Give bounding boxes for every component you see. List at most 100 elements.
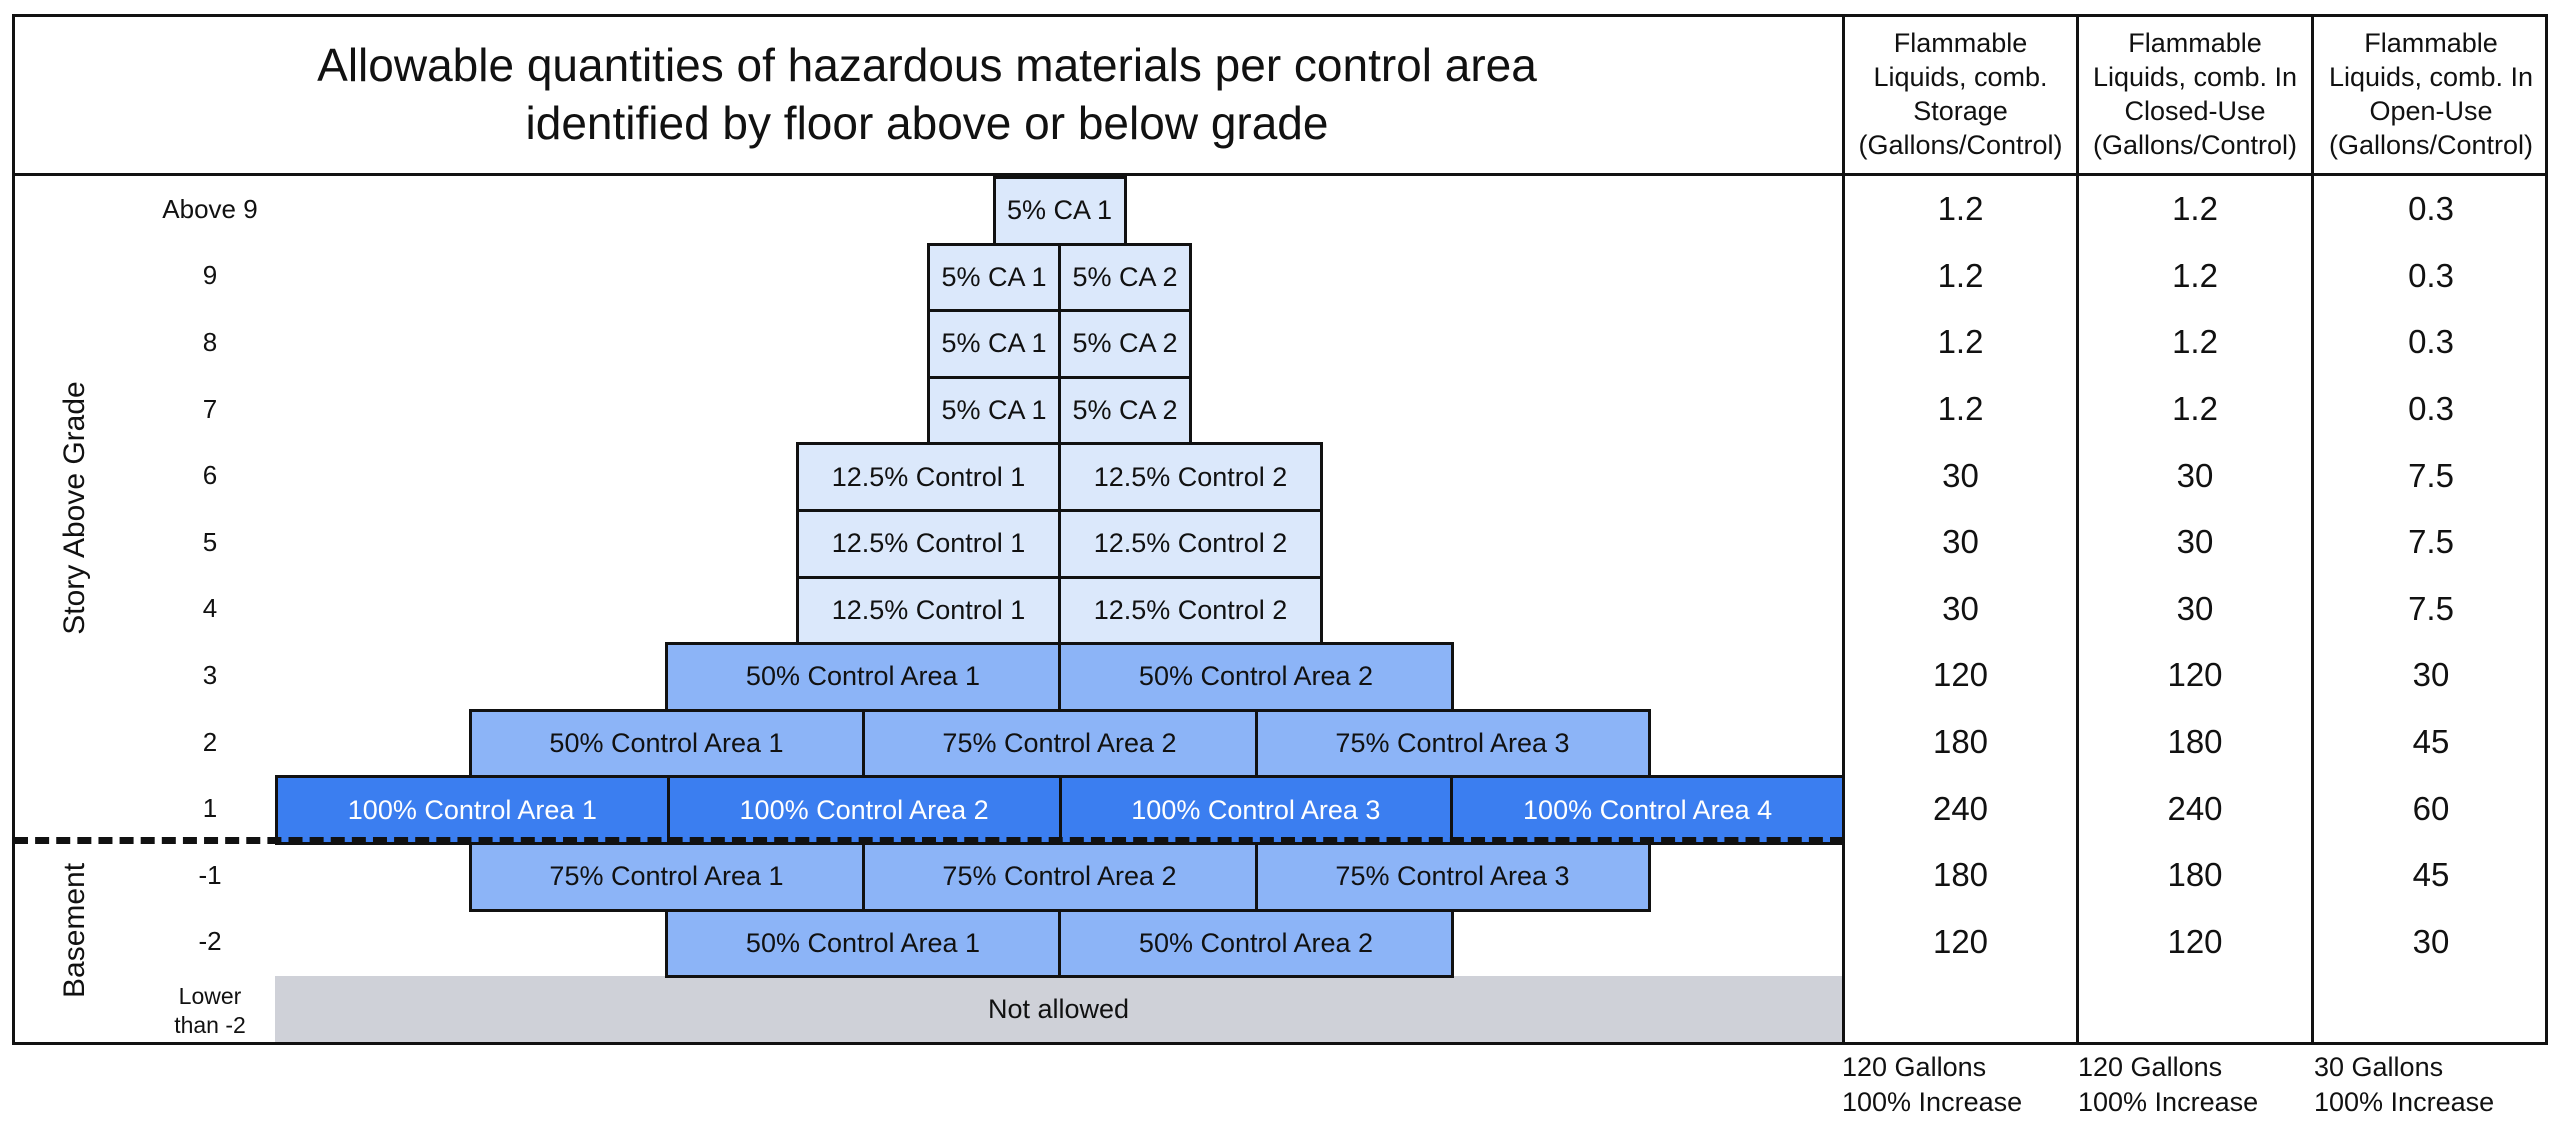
control-area-label: 100% Control Area 2 <box>739 794 989 825</box>
control-area-cell: 100% Control Area 3 <box>1058 775 1454 845</box>
column-header-line: Liquids, comb. <box>1873 62 2048 92</box>
quantity-value: 45 <box>2412 856 2450 894</box>
control-area-label: 12.5% Control 1 <box>831 461 1026 492</box>
quantity-value: 1.2 <box>1937 390 1984 428</box>
control-area-cell: 50% Control Area 1 <box>665 642 1061 712</box>
footnote-line: 30 Gallons <box>2314 1052 2444 1082</box>
footnote-closed-use: 120 Gallons 100% Increase <box>2078 1050 2258 1120</box>
control-area-cell: 5% CA 1 <box>992 176 1127 246</box>
control-area-label: 100% Control Area 3 <box>1131 794 1381 825</box>
column-divider <box>2311 14 2314 1045</box>
not-allowed-cell: Not allowed <box>275 976 1842 1042</box>
control-area-cell: 5% CA 1 <box>927 309 1061 379</box>
control-area-cell: 50% Control Area 2 <box>1058 908 1454 979</box>
control-area-label: 75% Control Area 2 <box>942 728 1177 759</box>
control-area-label: 100% Control Area 4 <box>1523 794 1773 825</box>
footnote-line: 100% Increase <box>2078 1087 2259 1117</box>
quantity-value: 7.5 <box>2408 523 2454 561</box>
column-header-line: Closed-Use <box>2124 96 2266 126</box>
control-area-label: 50% Control Area 1 <box>745 927 981 958</box>
control-area-label: 5% CA 1 <box>941 261 1047 292</box>
quantity-value: 45 <box>2412 723 2450 761</box>
basement-label: Basement <box>58 862 91 998</box>
control-area-cell: 12.5% Control 2 <box>1058 442 1323 512</box>
floor-label: 7 <box>202 393 218 424</box>
control-area-cell: 75% Control Area 2 <box>861 708 1258 779</box>
control-area-label: 5% CA 1 <box>941 328 1047 359</box>
floor-label: 2 <box>202 726 218 757</box>
column-header-line: Liquids, comb. In <box>2328 62 2534 92</box>
control-area-label: 50% Control Area 1 <box>549 728 784 759</box>
quantity-value: 60 <box>2412 789 2450 827</box>
control-area-cell: 100% Control Area 4 <box>1450 775 1845 845</box>
quantity-value: 30 <box>2412 922 2450 960</box>
control-area-cell: 75% Control Area 1 <box>468 842 865 912</box>
column-header-line: (Gallons/Control) <box>2328 130 2534 160</box>
control-area-cell: 12.5% Control 1 <box>796 575 1061 646</box>
grade-divider-line <box>14 837 1844 844</box>
control-area-label: 75% Control Area 2 <box>942 861 1177 892</box>
control-area-cell: 5% CA 2 <box>1058 309 1192 379</box>
quantity-value: 120 <box>1932 922 1989 960</box>
quantity-value: 30 <box>2176 456 2214 494</box>
control-area-label: 75% Control Area 3 <box>1335 861 1570 892</box>
column-header-line: Flammable <box>1893 28 2028 58</box>
quantity-value: 0.3 <box>2408 190 2454 228</box>
column-header-line: Liquids, comb. In <box>2092 62 2298 92</box>
quantity-value: 30 <box>1942 523 1979 561</box>
quantity-value: 30 <box>2176 523 2214 561</box>
control-area-label: 5% CA 2 <box>1072 328 1178 359</box>
floor-label: Above 9 <box>162 193 258 224</box>
column-header-line: Flammable <box>2364 28 2498 58</box>
quantity-value: 180 <box>1932 723 1989 761</box>
control-area-label: 50% Control Area 2 <box>1138 927 1374 958</box>
control-area-label: 12.5% Control 2 <box>1093 461 1288 492</box>
floor-label-line: than -2 <box>174 1012 246 1038</box>
header-divider <box>12 173 2548 176</box>
floor-label: 5 <box>202 526 218 557</box>
quantity-value: 1.2 <box>2172 190 2218 228</box>
quantity-value: 7.5 <box>2408 456 2454 494</box>
quantity-value: 1.2 <box>2172 323 2218 361</box>
quantity-value: 30 <box>2176 589 2214 627</box>
footnote-line: 100% Increase <box>2314 1087 2495 1117</box>
control-area-cell: 50% Control Area 1 <box>468 708 865 779</box>
column-header-line: Open-Use <box>2369 96 2493 126</box>
quantity-value: 180 <box>2167 856 2223 894</box>
quantity-value: 30 <box>2412 656 2450 694</box>
quantity-value: 180 <box>2167 723 2223 761</box>
control-area-cell: 12.5% Control 1 <box>796 442 1061 512</box>
quantity-value: 240 <box>1932 789 1989 827</box>
control-area-cell: 12.5% Control 1 <box>796 509 1061 579</box>
quantity-value: 0.3 <box>2408 390 2454 428</box>
footnote-open-use: 30 Gallons 100% Increase <box>2314 1050 2494 1120</box>
control-area-cell: 75% Control Area 2 <box>861 842 1258 912</box>
quantity-value: 1.2 <box>1937 190 1984 228</box>
quantity-value: 120 <box>2167 656 2223 694</box>
footnote-line: 120 Gallons <box>2078 1052 2223 1082</box>
control-area-cell: 50% Control Area 1 <box>665 908 1061 979</box>
column-header-closed-use: Flammable Liquids, comb. In Closed-Use (… <box>2079 14 2311 174</box>
footnote-line: 100% Increase <box>1842 1087 2023 1117</box>
control-area-label: 12.5% Control 2 <box>1093 594 1288 625</box>
floor-label: 4 <box>202 593 218 624</box>
column-header-storage: Flammable Liquids, comb. Storage (Gallon… <box>1845 14 2076 174</box>
control-area-cell: 5% CA 2 <box>1058 375 1192 446</box>
quantity-value: 7.5 <box>2408 589 2454 627</box>
control-area-cell: 5% CA 1 <box>927 242 1061 313</box>
floor-label-lower-than-minus-2: Lower than -2 <box>120 978 300 1044</box>
column-header-line: Storage <box>1913 96 2008 126</box>
column-header-line: (Gallons/Control) <box>2092 130 2298 160</box>
floor-label: 6 <box>202 460 218 491</box>
control-area-label: 12.5% Control 2 <box>1093 528 1288 559</box>
quantity-value: 0.3 <box>2408 256 2454 294</box>
floor-label: 9 <box>202 260 218 291</box>
control-area-cell: 100% Control Area 1 <box>275 775 670 845</box>
control-area-label: 5% CA 1 <box>1006 195 1113 226</box>
control-area-cell: 12.5% Control 2 <box>1058 575 1323 646</box>
floor-label: 3 <box>202 659 218 690</box>
column-divider <box>2076 14 2079 1045</box>
control-area-label: 12.5% Control 1 <box>831 594 1026 625</box>
quantity-value: 1.2 <box>2172 390 2218 428</box>
